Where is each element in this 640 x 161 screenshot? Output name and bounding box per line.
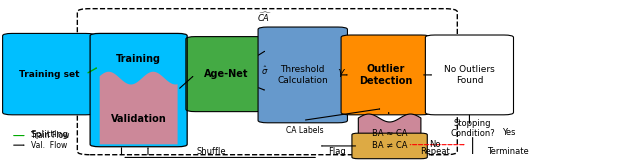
Text: Train Flow: Train Flow [31, 131, 70, 140]
Text: $\widehat{CA}$: $\widehat{CA}$ [257, 11, 272, 24]
Text: Outlier
Detection: Outlier Detection [359, 64, 412, 86]
FancyBboxPatch shape [3, 33, 95, 115]
FancyBboxPatch shape [426, 35, 513, 115]
Text: Repeat: Repeat [420, 147, 450, 156]
Text: Terminate: Terminate [488, 147, 529, 156]
Text: Threshold
Calculation: Threshold Calculation [277, 65, 328, 85]
Text: No Outliers
Found: No Outliers Found [444, 65, 495, 85]
Text: Shuffle: Shuffle [196, 147, 227, 156]
Text: Age-Net: Age-Net [204, 69, 248, 79]
FancyBboxPatch shape [341, 35, 431, 115]
Text: CA Labels: CA Labels [286, 126, 323, 135]
FancyBboxPatch shape [90, 33, 187, 147]
Polygon shape [100, 72, 177, 144]
FancyBboxPatch shape [186, 37, 266, 112]
Text: Val.  Flow: Val. Flow [31, 141, 68, 150]
FancyBboxPatch shape [352, 133, 428, 159]
Text: BA ≈ CA: BA ≈ CA [372, 129, 407, 138]
Text: BA ≠ CA: BA ≠ CA [372, 142, 407, 150]
Text: Stopping
Condition?: Stopping Condition? [451, 119, 495, 138]
Text: $\hat{\sigma}$: $\hat{\sigma}$ [260, 65, 268, 77]
Text: Flag: Flag [328, 147, 346, 156]
Text: Training: Training [116, 54, 161, 64]
Polygon shape [358, 114, 421, 149]
FancyBboxPatch shape [258, 27, 348, 123]
Text: Training set: Training set [19, 70, 79, 79]
Text: Yes: Yes [502, 128, 515, 137]
Text: $\gamma$: $\gamma$ [337, 67, 346, 79]
Text: Validation: Validation [111, 114, 166, 124]
Text: Splitting: Splitting [30, 130, 68, 139]
Text: No: No [429, 140, 441, 149]
